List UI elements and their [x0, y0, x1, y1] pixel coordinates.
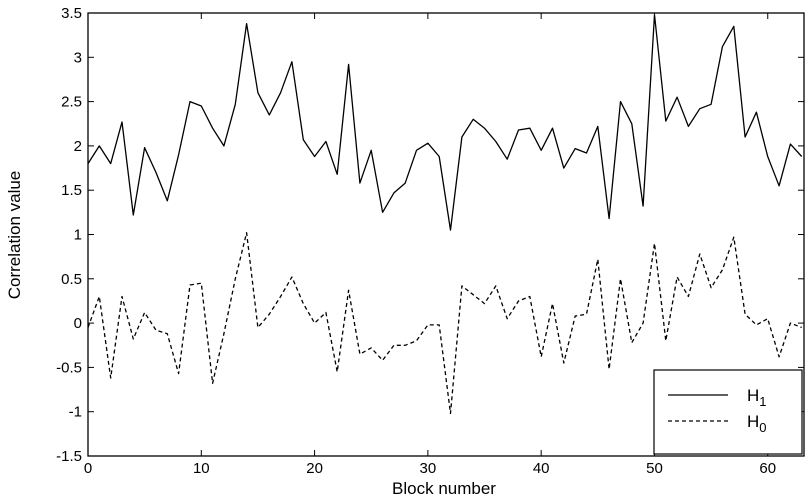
x-tick-label: 10: [193, 460, 210, 477]
y-tick-label: 0: [74, 315, 82, 332]
legend-box: [654, 370, 802, 454]
x-tick-label: 50: [646, 460, 663, 477]
x-axis-label: Block number: [392, 479, 496, 498]
y-tick-label: 1: [74, 227, 82, 244]
y-tick-label: 1.5: [61, 182, 82, 199]
x-tick-label: 20: [306, 460, 323, 477]
x-tick-label: 40: [533, 460, 550, 477]
x-tick-label: 0: [84, 460, 92, 477]
y-tick-label: 3.5: [61, 5, 82, 22]
y-axis-label: Correlation value: [5, 171, 24, 300]
x-tick-label: 60: [759, 460, 776, 477]
y-tick-label: 0.5: [61, 271, 82, 288]
y-tick-label: -0.5: [56, 359, 82, 376]
y-tick-label: 3: [74, 49, 82, 66]
y-tick-label: 2: [74, 138, 82, 155]
y-tick-label: -1: [69, 404, 82, 421]
x-tick-label: 30: [420, 460, 437, 477]
y-tick-label: 2.5: [61, 94, 82, 111]
legend: H1 H0: [654, 370, 802, 454]
y-tick-label: -1.5: [56, 448, 82, 465]
